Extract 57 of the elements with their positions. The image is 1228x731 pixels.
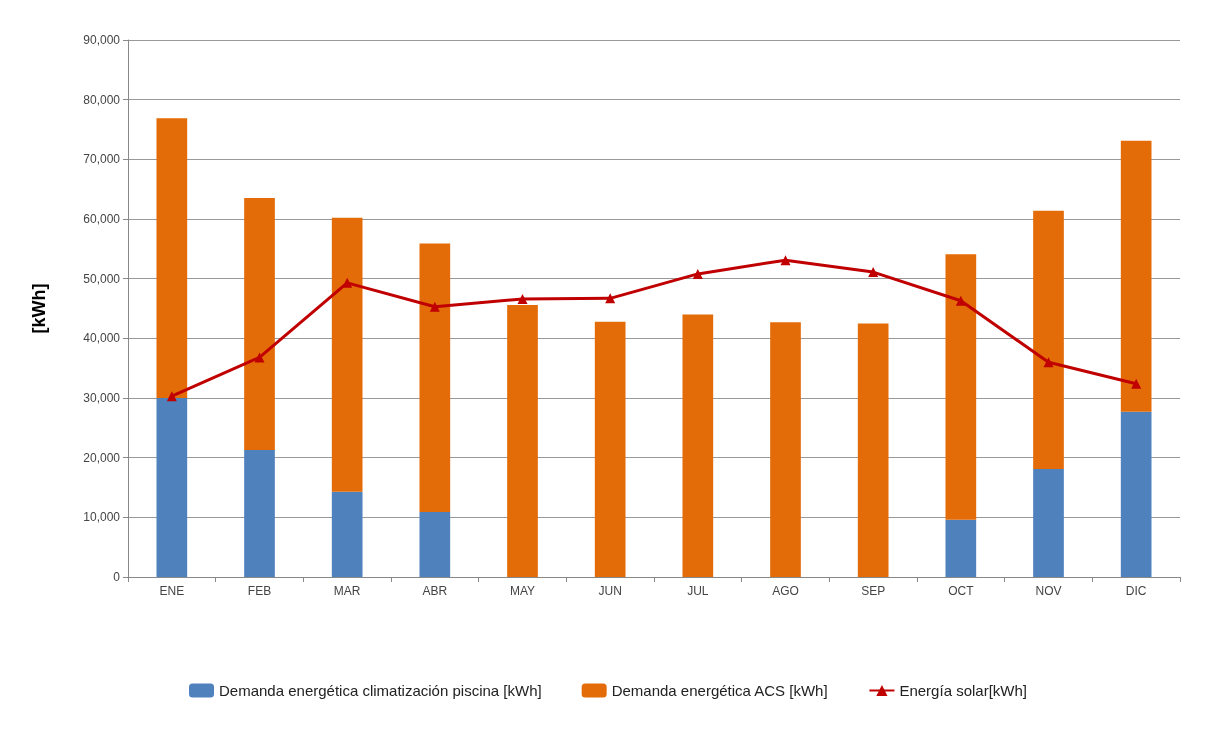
- bar: [770, 322, 801, 577]
- point: [517, 293, 528, 304]
- x-tick-label: JUL: [687, 584, 709, 598]
- bar: [156, 118, 188, 398]
- point: [605, 293, 616, 304]
- y-tick-label: 30,000: [83, 391, 121, 405]
- bar: [682, 314, 714, 577]
- bar: [419, 243, 451, 512]
- x-tick-label: NOV: [1035, 584, 1062, 598]
- point: [955, 295, 966, 306]
- point: [1131, 378, 1142, 389]
- x-tick-label: ABR: [422, 584, 448, 598]
- point: [429, 301, 440, 312]
- x-tick-label: MAR: [333, 584, 361, 598]
- y-tick-label: 10,000: [83, 510, 121, 525]
- bar: [1120, 140, 1152, 412]
- legend-label: Demanda energética climatización piscina [kWh]: [219, 682, 542, 699]
- bar: [507, 304, 538, 577]
- legend-label: Demanda energética ACS [kWh]: [611, 682, 828, 699]
- bar: [945, 519, 977, 577]
- x-tick-label: SEP: [861, 584, 886, 598]
- y-tick-label: 60,000: [83, 212, 121, 226]
- y-tick-label: 70,000: [83, 152, 121, 167]
- bar: [945, 254, 977, 520]
- point: [1043, 357, 1054, 368]
- x-tick-label: MAY: [509, 584, 536, 598]
- point: [254, 352, 265, 363]
- bar: [244, 449, 275, 577]
- point: [692, 268, 703, 279]
- bar: [594, 321, 626, 577]
- y-axis-title: [kWh]: [29, 283, 49, 334]
- y-tick-label: 20,000: [83, 450, 121, 465]
- x-tick-label: AGO: [772, 584, 799, 598]
- y-tick-label: 40,000: [83, 331, 121, 346]
- bar: [857, 323, 889, 577]
- x-tick-label: OCT: [948, 584, 975, 598]
- x-tick-label: DIC: [1125, 584, 1147, 598]
- bar: [244, 198, 275, 450]
- bar: [331, 491, 363, 577]
- legend-label: Energía solar[kWh]: [899, 682, 1027, 699]
- y-tick-label: 80,000: [83, 92, 121, 107]
- y-tick-label: 0: [113, 570, 121, 584]
- point: [868, 267, 879, 278]
- bar: [1120, 411, 1152, 577]
- point: [166, 391, 177, 402]
- y-tick-label: 90,000: [83, 33, 121, 47]
- x-tick-label: FEB: [247, 584, 272, 598]
- y-tick-label: 50,000: [83, 271, 121, 286]
- point: [780, 255, 791, 266]
- bar: [1033, 469, 1064, 577]
- bar: [419, 511, 451, 577]
- bar: [1033, 210, 1064, 469]
- x-tick-label: ENE: [159, 584, 185, 598]
- point: [342, 277, 353, 288]
- bar: [156, 398, 188, 577]
- x-tick-label: JUN: [598, 584, 622, 598]
- bar: [331, 217, 363, 492]
